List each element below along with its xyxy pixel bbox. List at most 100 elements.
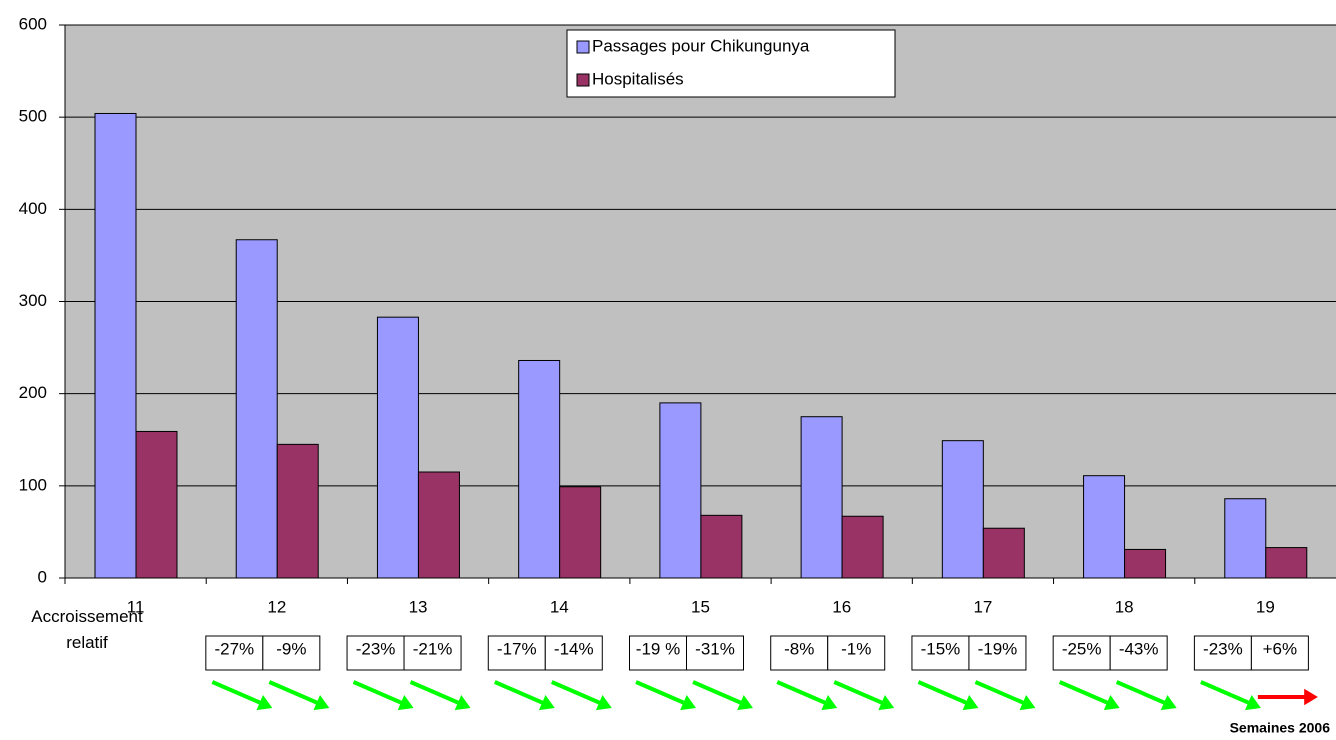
change-box: [1109, 635, 1168, 671]
trend-arrow: [211, 680, 263, 706]
bar: [1224, 498, 1267, 579]
change-box: [262, 635, 321, 671]
change-label: -15%: [921, 639, 961, 658]
y-tick-label: 200: [19, 383, 47, 402]
bar: [376, 316, 419, 579]
trend-arrow: [776, 680, 828, 706]
change-box: [968, 635, 1027, 671]
bar: [417, 471, 460, 579]
change-label: -31%: [695, 639, 735, 658]
trend-arrow-head: [680, 694, 696, 711]
trend-arrow: [1058, 680, 1110, 706]
annotation-label: Accroissement relatif: [31, 607, 143, 652]
change-label: -14%: [554, 639, 594, 658]
bar: [982, 527, 1025, 579]
trend-arrow: [974, 680, 1026, 706]
x-tick-label: 13: [409, 597, 428, 616]
bar: [1265, 547, 1308, 579]
trend-arrow-head: [962, 694, 979, 711]
change-label: -23%: [1203, 639, 1243, 658]
trend-arrow: [1200, 680, 1251, 706]
trend-arrow: [692, 680, 743, 706]
trend-arrow: [635, 680, 686, 706]
x-tick-label: 14: [550, 597, 569, 616]
trend-arrow: [550, 680, 602, 706]
bar: [941, 440, 984, 579]
trend-arrow-head: [1103, 694, 1120, 711]
trend-arrow: [1115, 680, 1167, 706]
change-label: -17%: [497, 639, 537, 658]
change-label: -1%: [841, 639, 871, 658]
bar: [800, 416, 843, 579]
bar: [1083, 475, 1126, 579]
bar: [518, 359, 561, 579]
bar: [1124, 548, 1167, 579]
x-axis-label: Semaines 2006: [1230, 720, 1331, 736]
trend-arrow-head: [1245, 694, 1261, 711]
x-tick-label: 16: [832, 597, 851, 616]
change-label: -25%: [1062, 639, 1102, 658]
legend-label: Passages pour Chikungunya: [592, 36, 810, 55]
trend-arrow-head: [1304, 688, 1318, 706]
trend-arrow-head: [1019, 694, 1036, 711]
change-label: -19 %: [636, 639, 680, 658]
change-box: [686, 635, 744, 671]
change-box: [403, 635, 462, 671]
trend-arrow-head: [878, 694, 895, 711]
trend-arrow: [268, 680, 320, 706]
change-label: -9%: [276, 639, 306, 658]
x-tick-label: 11: [127, 597, 145, 616]
change-box: [346, 635, 405, 671]
trend-arrow-head: [256, 694, 273, 711]
change-box: [827, 635, 886, 671]
bar: [135, 430, 178, 579]
legend: [566, 29, 896, 98]
change-label: -23%: [356, 639, 396, 658]
change-label: +6%: [1263, 639, 1298, 658]
x-tick-label: 18: [1115, 597, 1134, 616]
trend-arrow-head: [1160, 694, 1177, 711]
trend-arrow-head: [313, 694, 330, 711]
y-tick-label: 100: [19, 475, 47, 494]
change-box: [770, 635, 829, 671]
bar: [235, 239, 278, 579]
change-box: [1193, 635, 1252, 671]
legend-label: Hospitalisés: [592, 69, 684, 88]
trend-arrow-head: [454, 694, 471, 711]
bar: [841, 515, 884, 579]
x-tick-label: 19: [1256, 597, 1275, 616]
change-box: [205, 635, 264, 671]
trend-arrow-head: [595, 694, 612, 711]
change-label: -19%: [978, 639, 1018, 658]
y-tick-label: 0: [38, 567, 47, 586]
trend-arrow-head: [821, 694, 838, 711]
change-box: [1052, 635, 1111, 671]
trend-arrow: [917, 680, 969, 706]
change-box: [1250, 635, 1309, 671]
change-label: -27%: [214, 639, 254, 658]
legend-swatch: [576, 73, 590, 87]
bar: [276, 443, 319, 579]
y-tick-label: 500: [19, 107, 47, 126]
y-tick-label: 400: [19, 199, 47, 218]
change-label: -43%: [1119, 639, 1159, 658]
trend-arrow-head: [397, 694, 414, 711]
bar: [659, 402, 702, 579]
trend-arrow: [409, 680, 461, 706]
trend-arrow: [833, 680, 885, 706]
bar: [559, 486, 602, 579]
change-label: -8%: [784, 639, 814, 658]
bar: [94, 112, 137, 579]
trend-arrow: [493, 680, 545, 706]
change-box: [487, 635, 546, 671]
trend-arrow: [352, 680, 404, 706]
x-tick-label: 15: [691, 597, 710, 616]
y-tick-label: 300: [19, 291, 47, 310]
x-tick-label: 17: [973, 597, 992, 616]
x-tick-label: 12: [267, 597, 286, 616]
change-label: -21%: [413, 639, 453, 658]
y-tick-label: 600: [19, 14, 47, 33]
trend-arrow-head: [538, 694, 555, 711]
